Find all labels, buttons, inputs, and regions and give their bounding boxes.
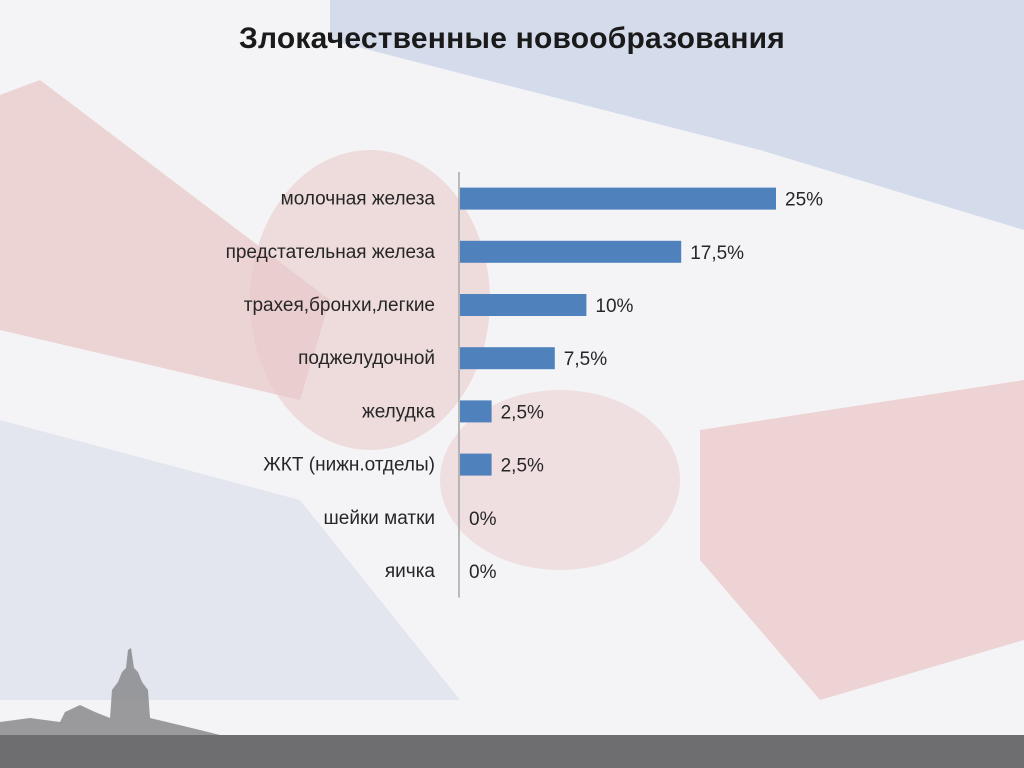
category-label: шейки матки: [324, 508, 435, 529]
bar: [460, 294, 587, 316]
category-label: поджелудочной: [298, 348, 435, 369]
data-label: 2,5%: [501, 402, 544, 423]
city-silhouette: [0, 648, 220, 735]
bar: [460, 400, 492, 423]
category-label: яичка: [385, 561, 436, 582]
emblem-shape: [250, 150, 490, 450]
flag-red-stripe-right: [700, 380, 1024, 700]
emblem-shape-lower: [440, 390, 680, 570]
bar: [460, 453, 492, 476]
data-label: 0%: [469, 509, 497, 530]
data-label: 17,5%: [690, 243, 744, 264]
flag-blue-stripe-lower: [0, 420, 460, 700]
category-label: молочная железа: [281, 189, 436, 210]
category-label: предстательная железа: [226, 242, 436, 263]
slide-title: Злокачественные новообразования: [239, 22, 785, 55]
bar: [460, 187, 776, 210]
category-label: желудка: [362, 401, 435, 422]
flag-blue-stripe: [330, 0, 1024, 230]
category-label: трахея,бронхи,легкие: [244, 295, 435, 316]
flag-red-stripe-left: [0, 80, 330, 400]
data-label: 7,5%: [564, 349, 607, 370]
category-label: ЖКТ (нижн.отделы): [263, 455, 435, 476]
bar: [460, 347, 555, 370]
bar: [460, 240, 682, 263]
data-label: 10%: [595, 296, 633, 317]
data-label: 2,5%: [501, 456, 544, 477]
data-label: 0%: [469, 562, 497, 583]
data-label: 25%: [785, 190, 823, 211]
footer-band: [0, 735, 1024, 768]
